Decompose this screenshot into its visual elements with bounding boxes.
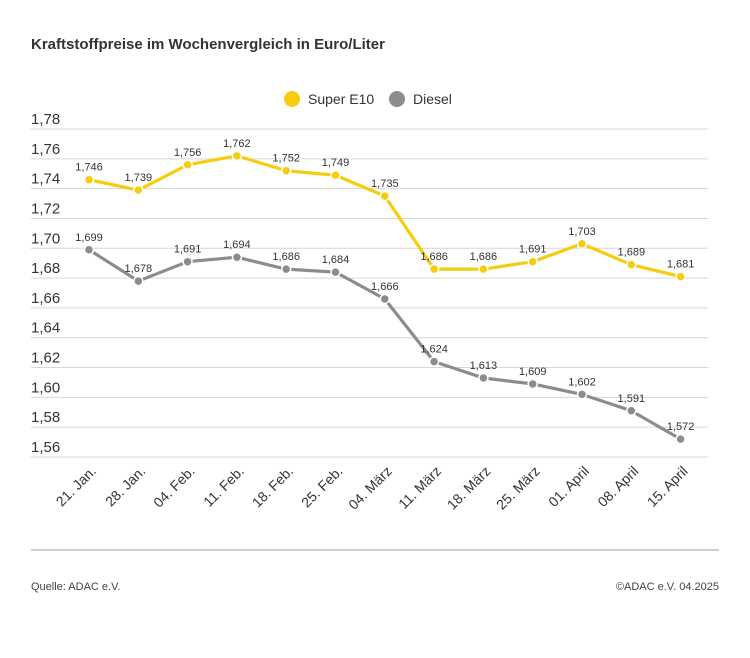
- data-label: 1,749: [322, 157, 350, 169]
- x-tick-label: 25. Feb.: [298, 463, 346, 511]
- x-tick-label: 11. März: [395, 463, 444, 512]
- data-point: [231, 150, 243, 162]
- copyright-note: ©ADAC e.V. 04.2025: [615, 581, 719, 593]
- data-point: [428, 356, 440, 367]
- data-label: 1,689: [618, 247, 646, 259]
- data-label: 1,591: [618, 393, 646, 405]
- chart-title: Kraftstoffpreise im Wochenvergleich in E…: [31, 36, 385, 53]
- data-label: 1,686: [420, 251, 448, 263]
- series-line: [87, 154, 683, 279]
- data-label: 1,739: [125, 172, 153, 184]
- x-tick-label: 21. Jan.: [53, 463, 100, 510]
- data-label: 1,762: [223, 138, 251, 150]
- data-point: [379, 190, 391, 202]
- data-point: [626, 259, 637, 270]
- y-tick-label: 1,58: [31, 409, 60, 426]
- y-axis-tick-labels: 1,78 1,76 1,74 1,72 1,70 1,68 1,66 1,64 1,62 1,60…: [31, 111, 60, 456]
- x-tick-label: 08. April: [594, 463, 641, 510]
- y-tick-label: 1,66: [31, 290, 60, 307]
- legend-marker: [389, 91, 405, 107]
- data-point: [280, 263, 292, 275]
- x-tick-label: 18. Feb.: [249, 463, 297, 511]
- data-label: 1,752: [272, 153, 300, 165]
- data-label: 1,681: [667, 259, 695, 271]
- x-tick-label: 01. April: [545, 463, 592, 510]
- data-point: [330, 169, 341, 181]
- y-tick-label: 1,56: [31, 439, 60, 456]
- data-point: [133, 275, 144, 287]
- data-label: 1,666: [371, 281, 399, 293]
- data-labels: 1,746 1,739 1,756 1,762 1,752 1,749 1,735 1,686…: [75, 138, 694, 433]
- x-tick-label: 25. März: [493, 463, 543, 513]
- data-point: [83, 244, 95, 256]
- data-points: [83, 150, 686, 445]
- x-tick-label: 04. März: [345, 463, 395, 513]
- data-label: 1,746: [75, 162, 103, 174]
- y-tick-label: 1,70: [31, 230, 60, 247]
- data-label: 1,613: [470, 360, 498, 372]
- data-label: 1,703: [568, 226, 596, 238]
- y-tick-label: 1,74: [31, 171, 60, 188]
- y-tick-label: 1,78: [31, 111, 60, 128]
- legend-label: Super E10: [308, 91, 374, 107]
- legend-label: Diesel: [413, 91, 452, 107]
- y-tick-label: 1,76: [31, 141, 60, 158]
- x-tick-label: 04. Feb.: [150, 463, 198, 511]
- data-label: 1,609: [519, 366, 547, 378]
- data-point: [576, 389, 588, 400]
- x-tick-label: 11. Feb.: [200, 463, 247, 510]
- x-tick-label: 28. Jan.: [102, 463, 149, 510]
- x-tick-label: 15. April: [644, 463, 691, 510]
- data-label: 1,691: [519, 244, 547, 256]
- x-tick-label: 18. März: [444, 463, 494, 513]
- data-point: [231, 251, 243, 263]
- data-point: [182, 159, 193, 171]
- data-point: [675, 433, 686, 445]
- legend-marker: [284, 91, 300, 107]
- data-point: [478, 372, 489, 384]
- data-label: 1,684: [322, 254, 350, 266]
- data-label: 1,602: [568, 376, 596, 388]
- grid-lines: [31, 128, 708, 458]
- data-label: 1,624: [420, 344, 448, 356]
- data-label: 1,686: [272, 251, 300, 263]
- data-label: 1,735: [371, 178, 399, 190]
- data-point: [330, 266, 341, 278]
- y-tick-label: 1,72: [31, 200, 60, 217]
- x-axis-tick-labels: 21. Jan. 28. Jan. 04. Feb. 11. Feb. 18. Feb.…: [53, 463, 691, 513]
- legend: Super E10 Diesel: [284, 91, 452, 107]
- source-note: Quelle: ADAC e.V.: [31, 581, 121, 593]
- data-point: [576, 238, 588, 250]
- data-point: [83, 174, 95, 185]
- data-point: [182, 256, 193, 267]
- data-label: 1,678: [125, 263, 153, 275]
- data-label: 1,572: [667, 421, 695, 433]
- data-point: [478, 263, 489, 275]
- data-point: [280, 165, 292, 176]
- data-point: [675, 271, 686, 282]
- data-label: 1,756: [174, 147, 202, 159]
- data-point: [428, 263, 440, 275]
- data-point: [527, 256, 538, 267]
- line-chart: 1,78 1,76 1,74 1,72 1,70 1,68 1,66 1,64 1,62 1,60…: [31, 91, 708, 513]
- y-tick-label: 1,68: [31, 260, 60, 277]
- y-tick-label: 1,62: [31, 350, 60, 367]
- data-point: [527, 378, 538, 390]
- data-label: 1,699: [75, 232, 103, 244]
- y-tick-label: 1,64: [31, 320, 60, 337]
- data-point: [626, 405, 637, 417]
- y-tick-label: 1,60: [31, 379, 60, 396]
- data-label: 1,694: [223, 239, 251, 251]
- data-point: [133, 184, 144, 196]
- data-label: 1,691: [174, 244, 202, 256]
- data-label: 1,686: [470, 251, 498, 263]
- data-point: [379, 293, 391, 305]
- footer-divider: [31, 549, 719, 551]
